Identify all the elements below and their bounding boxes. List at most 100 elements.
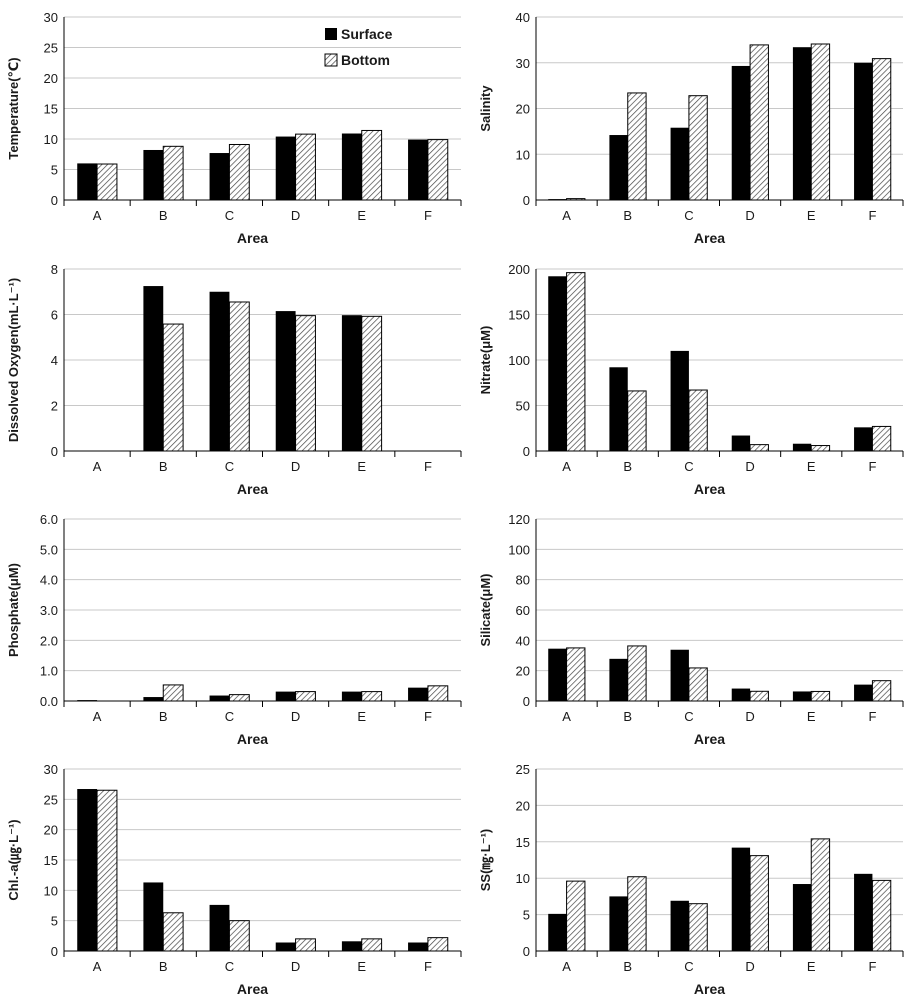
x-axis-label: Area [237, 230, 268, 246]
y-tick-label: 5 [51, 163, 58, 178]
bar-bottom [427, 937, 449, 952]
bar-surface [731, 847, 751, 951]
chart-4: 0 50 100 150 200 A B C D E F Area Nitrate(μM) [478, 262, 904, 497]
bar-bottom [627, 92, 647, 201]
y-tick-label: 0 [51, 193, 58, 208]
y-tick-label: 25 [44, 792, 58, 807]
y-tick-label: 0 [51, 444, 58, 459]
legend-swatch-surface [325, 28, 337, 40]
y-tick-label: 10 [516, 871, 530, 886]
x-tick-label: E [807, 709, 816, 724]
y-tick-label: 40 [516, 633, 530, 648]
y-tick-label: 4 [51, 353, 58, 368]
bar-bottom [162, 145, 184, 201]
bar-surface [731, 65, 751, 200]
x-tick-label: B [159, 208, 168, 223]
bar-bottom [162, 912, 184, 952]
x-tick-label: E [807, 208, 816, 223]
y-tick-label: 10 [516, 147, 530, 162]
y-axis-label: Silicate(μM) [478, 574, 493, 647]
y-tick-label: 3.0 [40, 603, 58, 618]
bar-bottom [688, 95, 708, 201]
bar-surface [143, 882, 164, 951]
bar-surface [275, 942, 296, 951]
bar-bottom [361, 315, 383, 452]
x-tick-label: E [807, 459, 816, 474]
chart-3: 0 2 4 6 8 A B C D E F Area Dissolved Oxygen(mL·L⁻¹) [6, 262, 462, 497]
y-axis-label: Salinity [478, 85, 493, 132]
bar-surface [275, 311, 296, 451]
bar-bottom [810, 445, 831, 452]
y-tick-label: 8 [51, 262, 58, 277]
bar-bottom [566, 647, 586, 702]
bar-bottom [749, 444, 769, 452]
y-tick-label: 15 [44, 853, 58, 868]
y-tick-label: 10 [44, 132, 58, 147]
y-tick-label: 20 [516, 102, 530, 117]
y-tick-label: 0 [523, 193, 530, 208]
bar-surface [77, 700, 98, 701]
y-axis-label: Nitrate(μM) [478, 326, 493, 395]
y-axis-label: Phosphate(μM) [6, 563, 21, 657]
bar-surface [548, 199, 567, 200]
chart-5: 0.0 1.0 2.0 3.0 4.0 5.0 6.0 A B C D E F Area Phosphate… [6, 512, 462, 747]
bar-surface [143, 149, 164, 200]
chart-6: 0 20 40 60 80 100 120 A B C D E F Area Silicate(μM) [478, 512, 904, 747]
x-tick-label: D [291, 959, 300, 974]
bar-surface [143, 697, 164, 701]
y-tick-label: 20 [516, 798, 530, 813]
x-tick-label: E [357, 208, 366, 223]
bar-surface [548, 648, 567, 701]
x-tick-label: D [291, 459, 300, 474]
bar-surface [609, 658, 628, 701]
x-tick-label: C [684, 459, 693, 474]
bar-bottom [810, 838, 831, 952]
x-tick-label: F [424, 208, 432, 223]
y-tick-label: 20 [44, 71, 58, 86]
x-tick-label: A [562, 208, 571, 223]
bar-bottom [361, 938, 383, 952]
x-tick-label: F [424, 959, 432, 974]
x-tick-label: B [623, 709, 632, 724]
x-tick-label: B [159, 709, 168, 724]
x-axis-label: Area [694, 481, 725, 497]
x-tick-label: C [684, 959, 693, 974]
y-tick-label: 4.0 [40, 573, 58, 588]
y-tick-label: 150 [508, 308, 530, 323]
x-axis-label: Area [237, 731, 268, 747]
bar-bottom [627, 645, 647, 702]
legend-label-bottom: Bottom [341, 52, 390, 68]
bar-surface [854, 427, 873, 451]
x-tick-label: D [745, 709, 754, 724]
x-tick-label: C [225, 459, 234, 474]
bar-surface [670, 900, 689, 951]
x-tick-label: F [868, 459, 876, 474]
y-tick-label: 20 [516, 664, 530, 679]
y-tick-label: 2 [51, 399, 58, 414]
bar-bottom [295, 315, 316, 452]
legend-swatch-bottom [324, 53, 338, 67]
bar-bottom [295, 938, 316, 952]
x-tick-label: B [159, 959, 168, 974]
x-axis-label: Area [694, 981, 725, 997]
x-tick-label: D [291, 208, 300, 223]
x-axis-label: Area [237, 481, 268, 497]
bar-surface [341, 315, 362, 451]
bar-surface [609, 367, 628, 451]
x-tick-label: B [623, 459, 632, 474]
x-tick-label: D [745, 208, 754, 223]
x-tick-label: D [745, 459, 754, 474]
bar-bottom [688, 903, 708, 952]
bar-surface [275, 136, 296, 200]
legend: Surface Bottom [324, 26, 393, 68]
bar-bottom [162, 323, 184, 452]
bar-bottom [871, 58, 892, 201]
x-tick-label: B [623, 959, 632, 974]
y-tick-label: 5 [523, 908, 530, 923]
chart-2: 0 10 20 30 40 A B C D E F Area Salinity [478, 10, 904, 246]
bar-bottom [627, 876, 647, 952]
bar-surface [209, 153, 230, 200]
bar-bottom [427, 685, 449, 702]
bar-surface [670, 649, 689, 701]
bar-surface [792, 884, 812, 951]
